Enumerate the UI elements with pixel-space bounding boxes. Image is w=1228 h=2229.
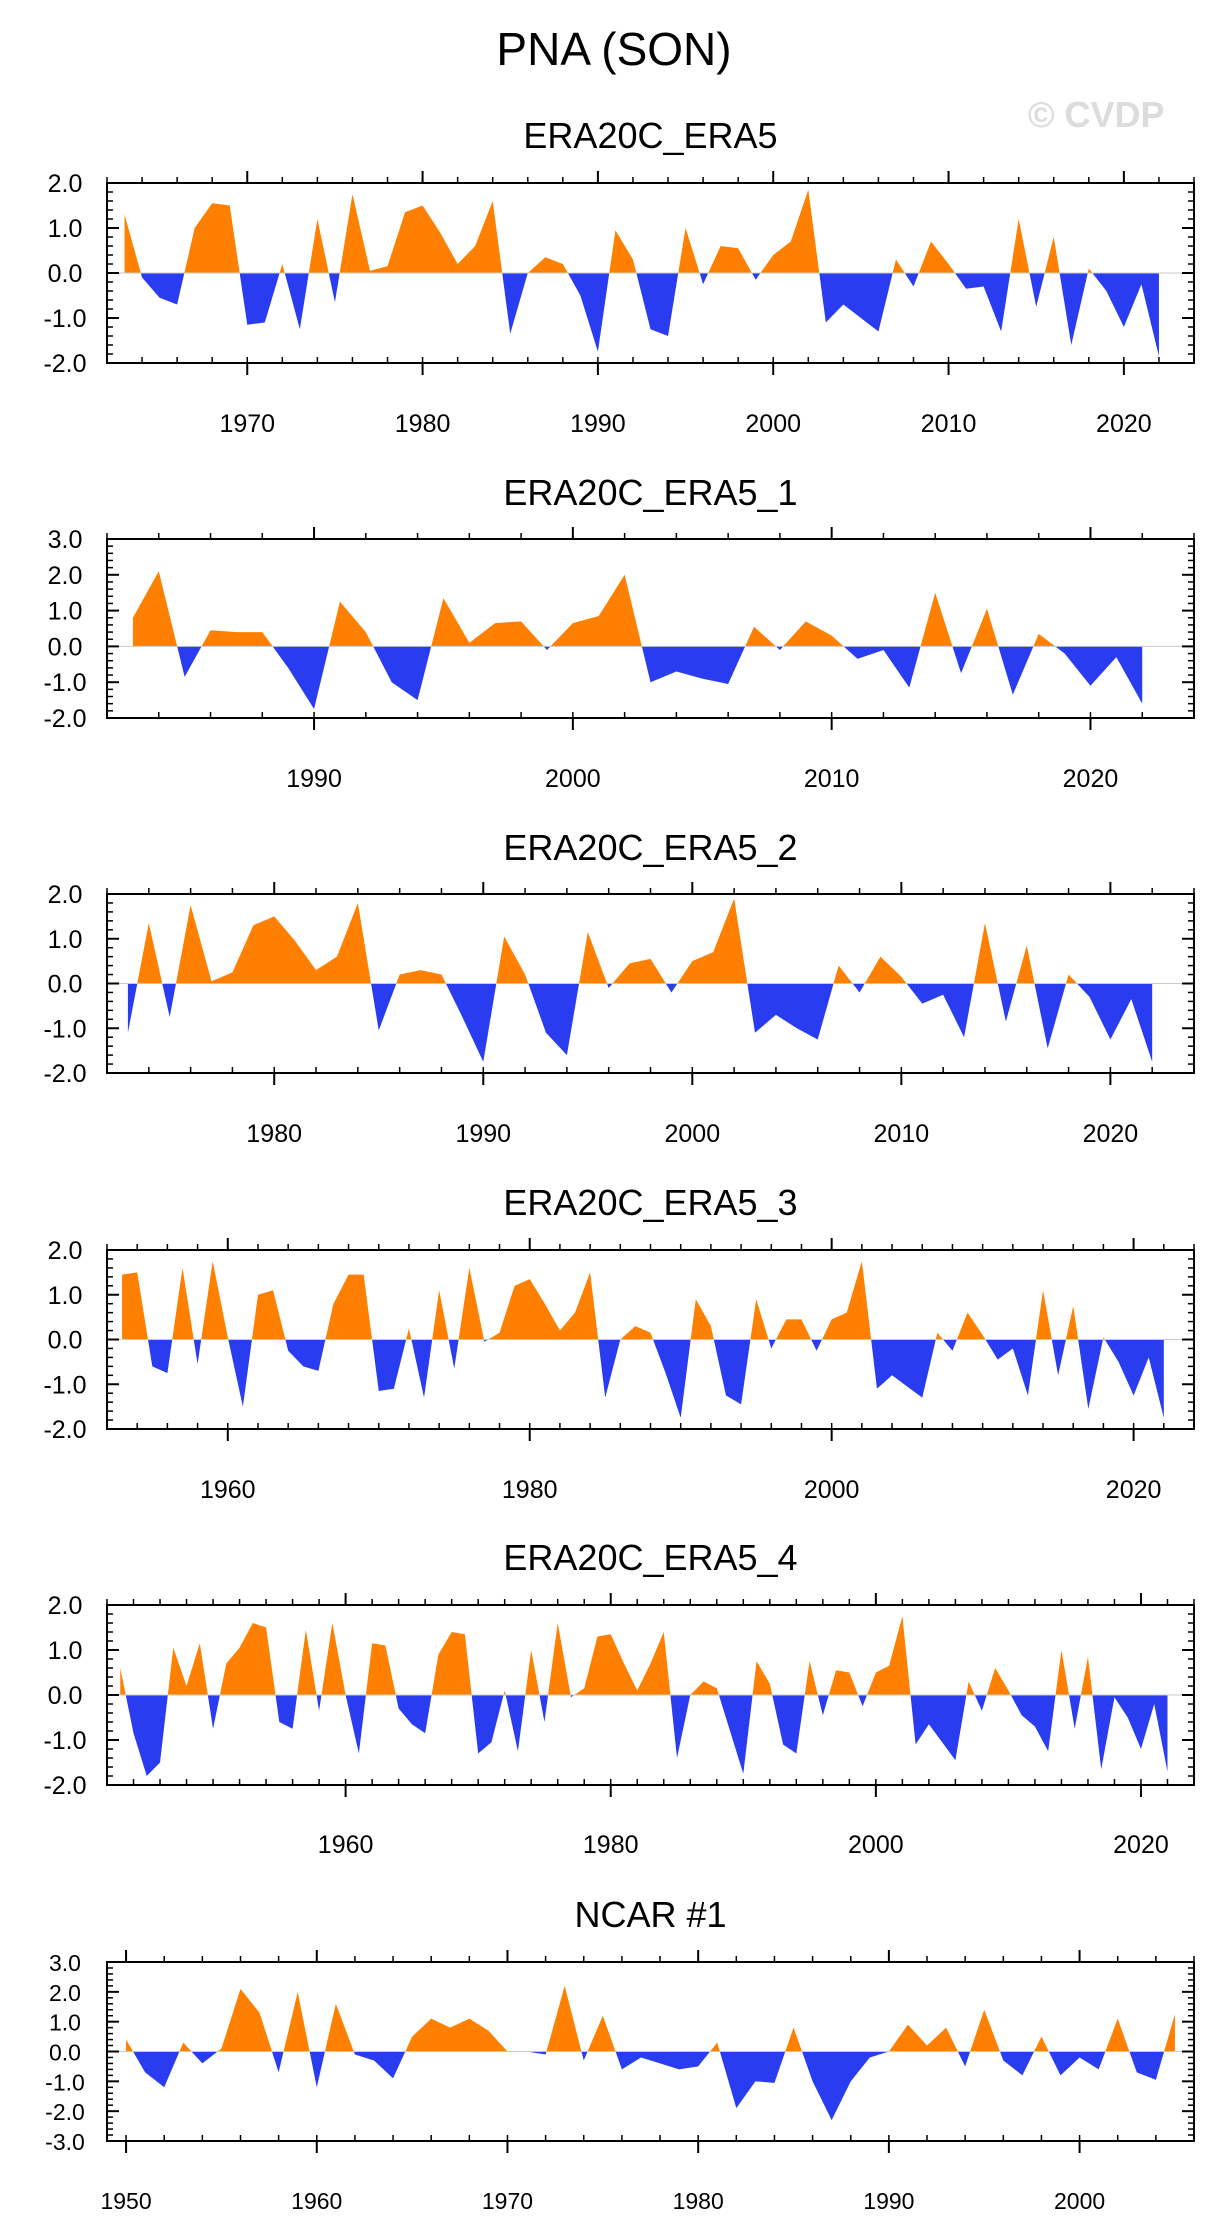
watermark: © CVDP [1028,94,1165,135]
y-tick-label: 0.0 [48,260,83,288]
panel-5-title: ERA20C_ERA5_4 [503,1537,797,1578]
x-tick-label: 1960 [318,1831,374,1859]
x-tick-label: 1970 [219,410,275,438]
x-tick-label: 1980 [583,1831,639,1859]
panel-1-title: ERA20C_ERA5 [523,115,777,156]
x-tick-label: 2020 [1106,1476,1162,1504]
x-tick-label: 2000 [745,410,801,438]
panel-1-positive-area [124,189,1159,273]
x-tick-label: 1960 [291,2188,342,2214]
y-tick-label: -2.0 [43,350,86,378]
x-tick-label: 1990 [570,410,626,438]
y-tick-label: -1.0 [43,305,86,333]
panel-5-positive-area [120,1616,1168,1695]
y-tick-label: 1.0 [48,215,83,243]
x-tick-label: 2010 [921,410,977,438]
panel-6-title: NCAR #1 [574,1894,726,1935]
y-tick-label: 2.0 [48,1237,83,1265]
y-tick-label: 1.0 [48,1282,83,1310]
y-tick-label: -2.0 [43,705,86,733]
figure-title: PNA (SON) [496,23,732,75]
panel-6-negative-area [126,2051,1175,2121]
x-tick-label: 1980 [502,1476,558,1504]
panel-3-positive-area [127,898,1153,984]
y-tick-label: 1.0 [48,1637,83,1665]
x-tick-label: 2020 [1063,765,1119,793]
panel-4-title: ERA20C_ERA5_3 [503,1182,797,1223]
panel-3-negative-area [127,983,1153,1062]
y-tick-label: 2.0 [48,881,83,909]
x-tick-label: 1980 [673,2188,724,2214]
panel-5-negative-area [120,1695,1168,1776]
x-tick-label: 2000 [545,765,601,793]
y-tick-label: -1.0 [43,1015,86,1043]
y-tick-label: -2.0 [43,1060,86,1088]
y-tick-label: 0.0 [48,633,83,661]
x-tick-label: 2010 [874,1120,930,1148]
y-tick-label: 0.0 [48,1682,83,1710]
x-tick-label: 1990 [286,765,342,793]
panel-1-negative-area [124,273,1159,357]
panel-2-negative-area [132,646,1143,710]
x-tick-label: 2020 [1083,1120,1139,1148]
x-tick-label: 1950 [100,2188,151,2214]
x-tick-label: 2010 [804,765,860,793]
y-tick-label: -1.0 [43,1727,86,1755]
panel-2-frame [106,538,1195,719]
x-tick-label: 2000 [804,1476,860,1504]
y-tick-label: 2.0 [48,170,83,198]
y-tick-label: 1.0 [48,598,83,626]
y-tick-label: 1.0 [49,2010,81,2036]
y-tick-label: -2.0 [45,2099,85,2125]
y-tick-label: -1.0 [45,2069,85,2095]
y-tick-label: 2.0 [49,1980,81,2006]
x-tick-label: 2000 [1054,2188,1105,2214]
y-tick-label: -2.0 [43,1416,86,1444]
panel-2-title: ERA20C_ERA5_1 [503,472,797,513]
y-tick-label: 1.0 [48,926,83,954]
y-tick-label: -3.0 [45,2129,85,2155]
x-tick-label: 2020 [1096,410,1152,438]
panel-2-positive-area [132,571,1143,647]
y-tick-label: -1.0 [43,669,86,697]
y-tick-label: 0.0 [48,1327,83,1355]
x-tick-label: 1980 [246,1120,302,1148]
x-tick-label: 1980 [395,410,451,438]
x-tick-label: 1990 [455,1120,511,1148]
panel-3-point [127,1032,128,1033]
y-tick-label: 2.0 [48,1592,83,1620]
panel-4-positive-area [122,1261,1164,1340]
panel-3-title: ERA20C_ERA5_2 [503,827,797,868]
y-tick-label: -2.0 [43,1772,86,1800]
y-tick-label: 2.0 [48,562,83,590]
x-tick-label: 2000 [848,1831,904,1859]
x-tick-label: 2000 [664,1120,720,1148]
panel-6-positive-area [126,1985,1175,2052]
y-tick-label: 3.0 [48,526,83,554]
x-tick-label: 1970 [482,2188,533,2214]
y-tick-label: 0.0 [49,2040,81,2066]
x-tick-label: 1960 [200,1476,256,1504]
y-tick-label: -1.0 [43,1371,86,1399]
y-tick-label: 3.0 [49,1950,81,1976]
panel-4-negative-area [122,1339,1164,1418]
y-tick-label: 0.0 [48,971,83,999]
x-tick-label: 1990 [863,2188,914,2214]
x-tick-label: 2020 [1113,1831,1169,1859]
